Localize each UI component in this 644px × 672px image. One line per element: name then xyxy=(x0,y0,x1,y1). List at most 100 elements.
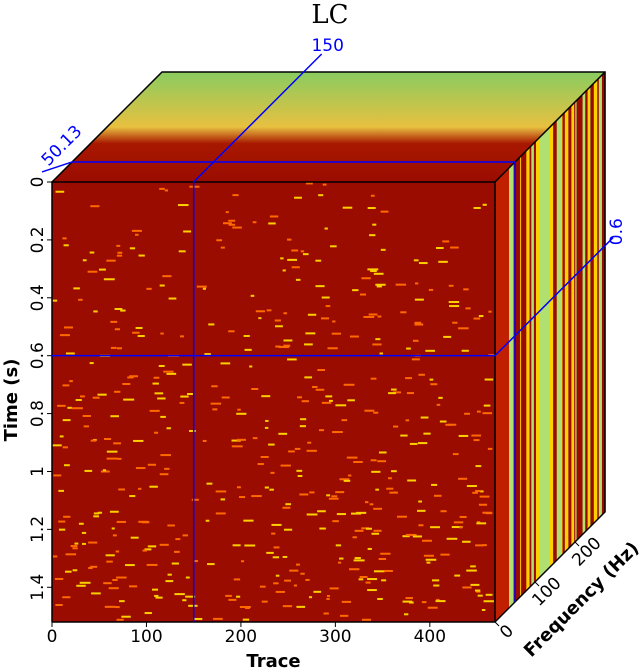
speckle xyxy=(413,259,419,262)
speckle xyxy=(280,257,284,260)
speckle xyxy=(192,617,203,620)
cube-edge xyxy=(494,71,606,183)
speckle xyxy=(81,531,87,534)
speckle xyxy=(463,288,469,291)
speckle xyxy=(252,221,257,224)
speckle xyxy=(231,445,243,448)
speckle xyxy=(361,527,369,530)
speckle xyxy=(296,469,303,472)
speckle xyxy=(116,618,124,621)
speckle xyxy=(54,577,64,580)
speckle xyxy=(175,538,181,541)
speckle xyxy=(325,395,333,398)
speckle xyxy=(232,544,241,547)
speckle xyxy=(269,215,279,218)
side-stripe xyxy=(593,79,598,524)
x-axis-label: Trace xyxy=(246,651,300,672)
speckle xyxy=(188,604,198,607)
x-tick-label: 300 xyxy=(319,627,351,647)
speckle xyxy=(430,526,440,529)
speckle xyxy=(393,391,402,394)
x-tick-label: 100 xyxy=(130,627,162,647)
speckle xyxy=(210,402,222,405)
speckle xyxy=(89,362,94,365)
speckle xyxy=(196,285,207,288)
speckle xyxy=(127,376,134,379)
speckle xyxy=(383,569,393,572)
speckle xyxy=(478,503,488,506)
speckle xyxy=(142,549,147,552)
speckle xyxy=(155,596,163,599)
speckle xyxy=(343,479,351,482)
speckle xyxy=(166,427,171,430)
speckle xyxy=(97,511,103,514)
side-stripe xyxy=(588,87,590,529)
speckle xyxy=(87,270,98,273)
speckle xyxy=(220,498,226,501)
speckle xyxy=(58,489,64,492)
speckle xyxy=(98,268,106,271)
speckle xyxy=(275,325,283,328)
side-stripe xyxy=(517,156,521,600)
speckle xyxy=(179,401,185,404)
speckle xyxy=(453,521,464,524)
speckle xyxy=(367,578,378,581)
speckle xyxy=(90,205,100,208)
speckle xyxy=(138,487,142,490)
speckle xyxy=(313,590,322,593)
speckle xyxy=(268,222,276,225)
speckle xyxy=(483,600,494,603)
speckle xyxy=(482,203,487,206)
speckle xyxy=(144,612,152,615)
speckle xyxy=(65,352,75,355)
speckle xyxy=(273,546,280,549)
speckle xyxy=(474,589,481,592)
speckle xyxy=(376,285,382,288)
speckle xyxy=(369,503,374,506)
speckle xyxy=(353,461,363,464)
speckle xyxy=(225,211,229,214)
speckle xyxy=(406,347,411,350)
side-stripe xyxy=(568,106,571,549)
y-tick-label: 0.2 xyxy=(28,226,48,253)
speckle xyxy=(294,196,302,199)
speckle xyxy=(90,565,98,568)
speckle xyxy=(421,601,427,604)
speckle xyxy=(64,326,73,329)
speckle xyxy=(425,349,435,352)
speckle xyxy=(328,399,333,402)
speckle xyxy=(458,327,469,330)
speckle xyxy=(297,475,303,478)
y-tick-label: 0 xyxy=(28,177,48,188)
speckle xyxy=(322,183,327,186)
speckle xyxy=(406,392,414,395)
speckle xyxy=(336,513,346,516)
speckle xyxy=(352,536,357,539)
speckle xyxy=(228,223,236,226)
speckle xyxy=(207,563,215,566)
speckle xyxy=(370,459,377,462)
speckle xyxy=(475,489,481,492)
speckle xyxy=(349,568,360,571)
speckle xyxy=(391,388,397,391)
speckle xyxy=(154,392,164,395)
speckle xyxy=(329,587,339,590)
side-stripe xyxy=(519,155,522,598)
speckle xyxy=(317,369,326,372)
speckle xyxy=(252,437,258,440)
speckle xyxy=(377,597,383,600)
speckle xyxy=(55,604,63,607)
speckle xyxy=(215,490,227,493)
speckle xyxy=(446,537,458,540)
speckle xyxy=(373,507,383,510)
speckle xyxy=(239,496,246,499)
speckle xyxy=(135,467,146,470)
speckle xyxy=(114,308,123,311)
speckle xyxy=(97,393,107,396)
speckle xyxy=(78,298,83,301)
speckle xyxy=(483,404,491,407)
speckle xyxy=(278,432,288,435)
speckle xyxy=(251,387,259,390)
speckle xyxy=(324,227,328,230)
speckle xyxy=(251,495,262,498)
